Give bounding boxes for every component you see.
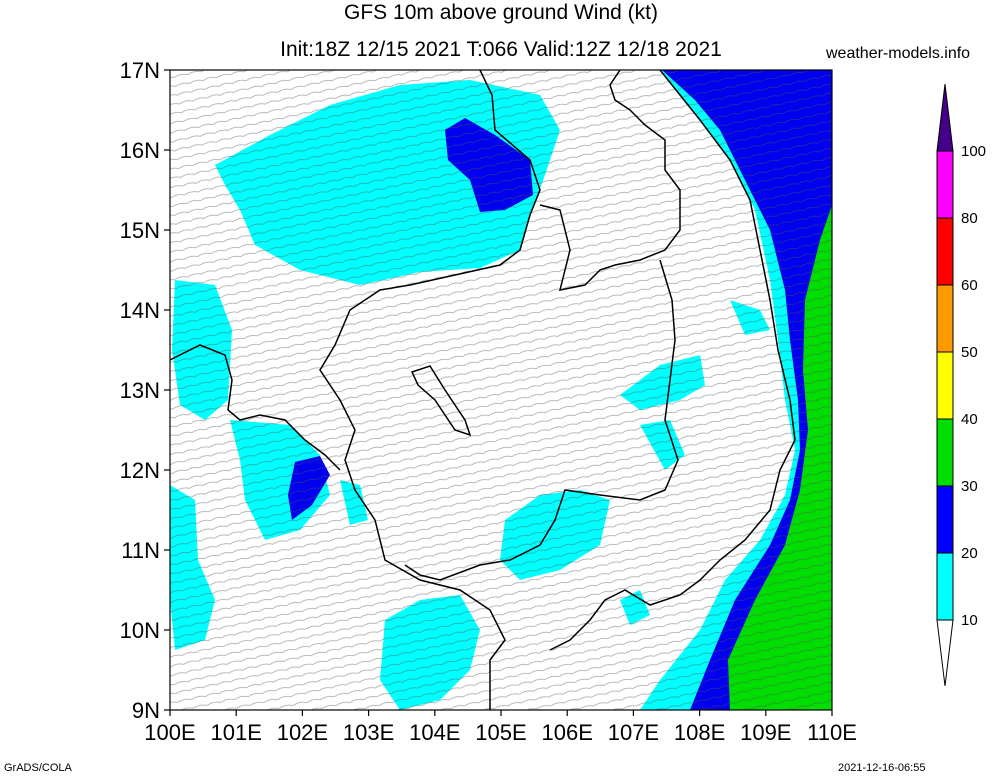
render-timestamp: 2021-12-16-06:55: [838, 762, 926, 774]
x-tick-label: 110E: [807, 720, 857, 745]
x-tick-label: 104E: [409, 720, 460, 745]
y-tick-label: 11N: [121, 538, 160, 563]
colorbar-label: 100: [961, 143, 986, 160]
colorbar-label: 60: [961, 277, 978, 294]
y-tick-label: 9N: [132, 698, 160, 723]
map-title: GFS 10m above ground Wind (kt): [344, 1, 658, 24]
colorbar-bin: [936, 150, 954, 219]
y-tick-label: 12N: [120, 458, 160, 483]
x-tick-label: 108E: [674, 720, 725, 745]
colorbar: 10 20 30 40 50 60 80 100: [936, 83, 986, 687]
colorbar-bin: [936, 418, 954, 487]
y-tick-label: 13N: [120, 378, 160, 403]
colorbar-below-triangle: [936, 619, 954, 687]
colorbar-label: 50: [961, 344, 978, 361]
y-tick-label: 14N: [120, 298, 160, 323]
colorbar-bin: [936, 217, 954, 286]
colorbar-label: 40: [961, 411, 978, 428]
y-tick-label: 17N: [120, 58, 160, 83]
colorbar-bin: [936, 485, 954, 554]
x-tick-label: 103E: [343, 720, 394, 745]
colorbar-bin: [936, 552, 954, 621]
y-tick-label: 16N: [120, 138, 160, 163]
y-tick-label: 15N: [120, 218, 160, 243]
site-credit: weather-models.info: [826, 45, 971, 62]
colorbar-label: 10: [961, 612, 978, 629]
colorbar-bin: [936, 284, 954, 353]
borders-coastlines: [170, 70, 796, 710]
x-tick-label: 102E: [277, 720, 328, 745]
y-tick-label: 10N: [120, 618, 160, 643]
x-axis: 100E 101E 102E 103E 104E 105E 106E 107E 108E 109E…: [144, 710, 857, 745]
plot-area: [170, 70, 832, 710]
map-subtitle: Init:18Z 12/15 2021 T:066 Valid:12Z 12/1…: [280, 38, 722, 61]
colorbar-label: 20: [961, 545, 978, 562]
x-tick-label: 106E: [542, 720, 593, 745]
y-axis: 17N 16N 15N 14N 13N 12N 11N 10N 9N: [120, 58, 170, 723]
streamlines: [170, 70, 832, 710]
x-tick-label: 105E: [475, 720, 526, 745]
x-tick-label: 100E: [144, 720, 195, 745]
x-tick-label: 101E: [211, 720, 262, 745]
x-tick-label: 109E: [740, 720, 791, 745]
colorbar-bin: [936, 351, 954, 420]
x-tick-label: 107E: [608, 720, 659, 745]
colorbar-label: 30: [961, 478, 978, 495]
colorbar-label: 80: [961, 210, 978, 227]
colorbar-top-triangle: [936, 83, 954, 152]
software-credit: GrADS/COLA: [4, 762, 72, 774]
